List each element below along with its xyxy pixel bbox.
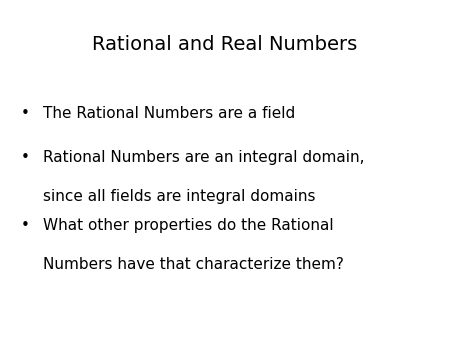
Text: Numbers have that characterize them?: Numbers have that characterize them? xyxy=(43,257,344,272)
Text: What other properties do the Rational: What other properties do the Rational xyxy=(43,218,333,233)
Text: •: • xyxy=(20,106,29,121)
Text: Rational and Real Numbers: Rational and Real Numbers xyxy=(92,35,358,54)
Text: •: • xyxy=(20,150,29,165)
Text: •: • xyxy=(20,218,29,233)
Text: since all fields are integral domains: since all fields are integral domains xyxy=(43,189,315,204)
Text: The Rational Numbers are a field: The Rational Numbers are a field xyxy=(43,106,295,121)
Text: Rational Numbers are an integral domain,: Rational Numbers are an integral domain, xyxy=(43,150,364,165)
